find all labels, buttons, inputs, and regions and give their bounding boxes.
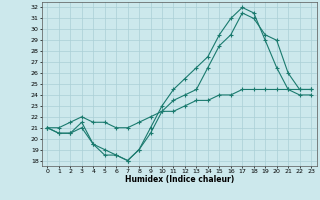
X-axis label: Humidex (Indice chaleur): Humidex (Indice chaleur) [124,175,234,184]
